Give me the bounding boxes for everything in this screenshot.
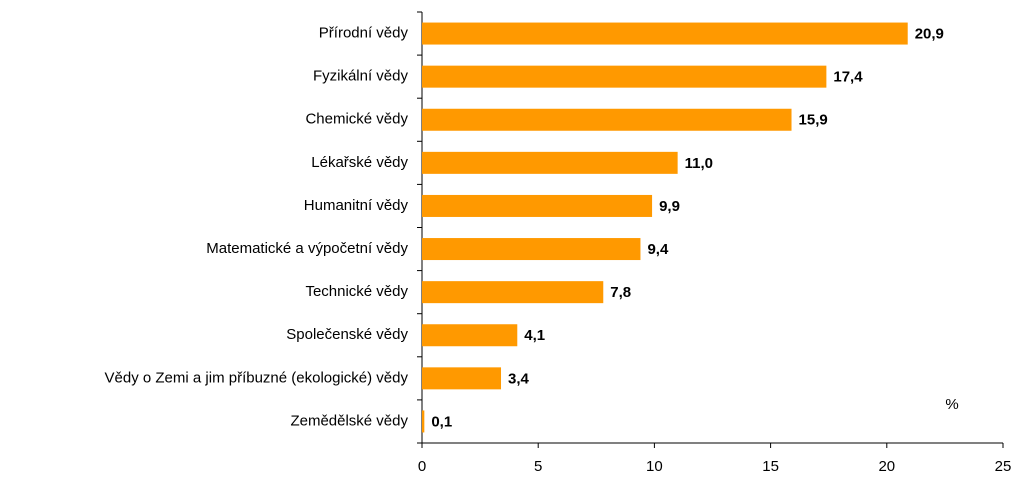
value-label: 9,9 [659, 198, 680, 215]
y-tick-label: Společenské vědy [286, 326, 408, 343]
y-tick-label: Matematické a výpočetní vědy [206, 240, 408, 257]
x-tick-label: 25 [995, 458, 1012, 475]
value-label: 7,8 [610, 284, 631, 301]
unit-annotation: % [945, 396, 958, 413]
value-label: 3,4 [508, 370, 530, 387]
x-tick-label: 20 [878, 458, 895, 475]
value-label: 0,1 [431, 413, 452, 430]
bar [422, 238, 641, 261]
y-tick-label: Vědy o Zemi a jim příbuzné (ekologické) … [105, 369, 409, 386]
bar [422, 194, 653, 217]
bar [422, 410, 425, 433]
bar [422, 108, 792, 131]
x-tick-label: 5 [534, 458, 542, 475]
y-tick-label: Lékařské vědy [311, 154, 408, 171]
x-tick-label: 0 [418, 458, 426, 475]
value-label: 11,0 [685, 155, 713, 172]
value-label: 9,4 [647, 241, 669, 258]
value-label: 15,9 [799, 112, 828, 129]
y-tick-label: Humanitní vědy [304, 197, 409, 214]
bar [422, 281, 604, 304]
bar [422, 324, 518, 347]
bar [422, 65, 827, 88]
value-label: 4,1 [524, 327, 545, 344]
value-label: 20,9 [915, 26, 944, 43]
y-tick-label: Přírodní vědy [319, 25, 409, 42]
bar [422, 151, 678, 174]
y-tick-label: Zemědělské vědy [290, 412, 408, 429]
bar [422, 22, 908, 45]
y-tick-label: Technické vědy [305, 283, 408, 300]
x-tick-label: 10 [646, 458, 663, 475]
x-tick-label: 15 [762, 458, 779, 475]
y-tick-label: Fyzikální vědy [313, 68, 409, 85]
bar [422, 367, 502, 390]
value-label: 17,4 [833, 69, 863, 86]
y-tick-label: Chemické vědy [305, 111, 408, 128]
